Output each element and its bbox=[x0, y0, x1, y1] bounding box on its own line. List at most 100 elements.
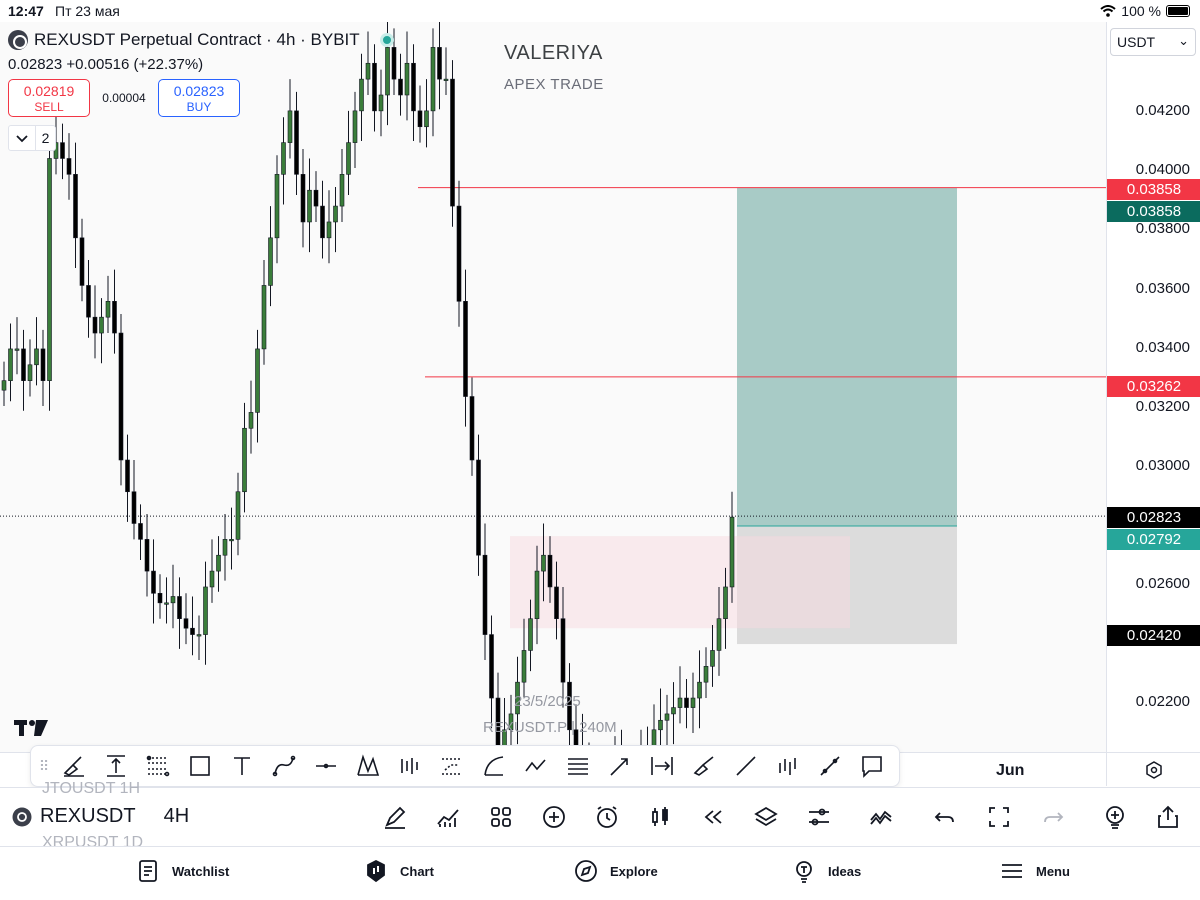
candle-up bbox=[14, 348, 20, 351]
undo-button[interactable] bbox=[930, 802, 960, 832]
tool-eraser[interactable] bbox=[683, 746, 725, 786]
currency-select[interactable]: USDT ⌄ bbox=[1110, 28, 1196, 56]
symbol-logo-icon bbox=[12, 807, 32, 826]
arc-icon bbox=[484, 756, 504, 776]
current-symbol[interactable]: REXUSDT bbox=[40, 805, 136, 827]
price-tick: 0.04000 bbox=[1135, 161, 1190, 178]
chart-nav-icon bbox=[367, 859, 385, 883]
ray-icon bbox=[820, 756, 840, 776]
drag-handle-icon[interactable]: ⠿ bbox=[38, 757, 50, 774]
candle-down bbox=[391, 47, 397, 80]
nav-ideas[interactable]: Ideas bbox=[792, 859, 861, 883]
curve-icon bbox=[272, 755, 296, 777]
settings-hexagon-icon bbox=[1145, 760, 1162, 779]
candle-up bbox=[443, 78, 449, 81]
nav-watchlist[interactable]: Watchlist bbox=[136, 859, 229, 883]
redo-icon bbox=[1044, 812, 1064, 823]
price-axis[interactable]: 0.04200 0.04000 0.03800 0.03600 0.03400 … bbox=[1106, 22, 1200, 752]
tool-ray[interactable] bbox=[809, 746, 851, 786]
redo-button[interactable] bbox=[1038, 802, 1068, 832]
layers-button[interactable] bbox=[751, 802, 781, 832]
plus-circle-icon bbox=[543, 806, 565, 828]
tool-fib[interactable] bbox=[137, 746, 179, 786]
candlestick-chart[interactable] bbox=[0, 22, 1106, 752]
settings-button[interactable] bbox=[804, 802, 834, 832]
tool-text[interactable] bbox=[221, 746, 263, 786]
tool-arc[interactable] bbox=[473, 746, 515, 786]
price-tick: 0.03600 bbox=[1135, 280, 1190, 297]
add-button[interactable] bbox=[539, 802, 569, 832]
tool-date-range[interactable] bbox=[641, 746, 683, 786]
indicators-button[interactable] bbox=[433, 802, 463, 832]
candle-up bbox=[515, 681, 520, 715]
tool-curve[interactable] bbox=[263, 746, 305, 786]
candle-down bbox=[482, 554, 488, 635]
arrow-icon bbox=[610, 758, 628, 776]
drawing-toolbar: ⠿ bbox=[30, 745, 900, 787]
callout-icon bbox=[862, 756, 882, 778]
candle-up bbox=[365, 62, 371, 80]
tool-trend-line[interactable] bbox=[725, 746, 767, 786]
bottom-nav: Watchlist Chart Explore Ideas Menu bbox=[0, 846, 1200, 900]
nav-watchlist-label: Watchlist bbox=[172, 863, 230, 879]
tool-callout[interactable] bbox=[851, 746, 893, 786]
candle-down bbox=[131, 491, 137, 524]
rectangle-icon bbox=[190, 756, 210, 776]
tool-rectangle[interactable] bbox=[179, 746, 221, 786]
candle-down bbox=[456, 205, 462, 302]
candle-up bbox=[268, 237, 273, 286]
current-timeframe[interactable]: 4H bbox=[163, 805, 190, 827]
drawing-tools-button[interactable] bbox=[380, 802, 410, 832]
price-tick: 0.03800 bbox=[1135, 220, 1190, 237]
alert-button[interactable] bbox=[592, 802, 622, 832]
tool-pattern[interactable] bbox=[347, 746, 389, 786]
tool-brush[interactable] bbox=[53, 746, 95, 786]
tool-parallel-channel[interactable] bbox=[557, 746, 599, 786]
nav-explore[interactable]: Explore bbox=[574, 859, 658, 883]
tool-bars-pattern[interactable] bbox=[389, 746, 431, 786]
candle-up bbox=[664, 713, 670, 721]
fullscreen-icon bbox=[989, 807, 1009, 827]
candle-up bbox=[508, 713, 514, 731]
chart-type-button[interactable] bbox=[645, 802, 675, 832]
candle-up bbox=[8, 348, 13, 381]
candle-up bbox=[697, 681, 702, 699]
candle-up bbox=[339, 174, 345, 207]
sell-price: 0.02819 bbox=[23, 83, 75, 99]
buy-button[interactable]: 0.02823 BUY bbox=[158, 79, 240, 117]
layout-button[interactable] bbox=[486, 802, 516, 832]
sell-label: SELL bbox=[34, 100, 64, 114]
candle-down bbox=[183, 618, 189, 629]
candle-up bbox=[710, 650, 715, 667]
axis-settings-button[interactable] bbox=[1106, 752, 1200, 786]
candle-up bbox=[287, 110, 293, 143]
replay-button[interactable] bbox=[698, 802, 728, 832]
symbol-title[interactable]: REXUSDT Perpetual Contract · 4h · BYBIT bbox=[34, 30, 360, 49]
tool-arrow[interactable] bbox=[599, 746, 641, 786]
chart-canvas[interactable] bbox=[0, 22, 1106, 752]
time-label-jun: Jun bbox=[996, 762, 1025, 779]
chevron-down-icon bbox=[16, 135, 28, 143]
candles-icon bbox=[779, 758, 796, 775]
tradingview-logo bbox=[14, 718, 48, 742]
candle-down bbox=[60, 142, 65, 159]
add-to-watchlist-button[interactable] bbox=[1100, 802, 1130, 832]
nav-menu[interactable]: Menu bbox=[1000, 859, 1070, 883]
tool-forecast[interactable] bbox=[431, 746, 473, 786]
candle-type-icon bbox=[652, 807, 668, 826]
strategy-button[interactable] bbox=[866, 802, 896, 832]
tool-price-range[interactable] bbox=[95, 746, 137, 786]
nav-chart[interactable]: Chart bbox=[364, 859, 434, 883]
candle-down bbox=[92, 316, 98, 334]
sell-button[interactable]: 0.02819 SELL bbox=[8, 79, 90, 117]
collapse-indicators-button[interactable] bbox=[8, 125, 36, 151]
tool-candles[interactable] bbox=[767, 746, 809, 786]
share-button[interactable] bbox=[1153, 802, 1183, 832]
tool-horizontal-line[interactable] bbox=[305, 746, 347, 786]
tool-path[interactable] bbox=[515, 746, 557, 786]
candle-down bbox=[112, 301, 117, 334]
layers-icon bbox=[754, 806, 778, 827]
fullscreen-button[interactable] bbox=[984, 802, 1014, 832]
candle-up bbox=[359, 78, 364, 112]
symbol-switcher[interactable]: REXUSDT 4H bbox=[12, 805, 190, 828]
